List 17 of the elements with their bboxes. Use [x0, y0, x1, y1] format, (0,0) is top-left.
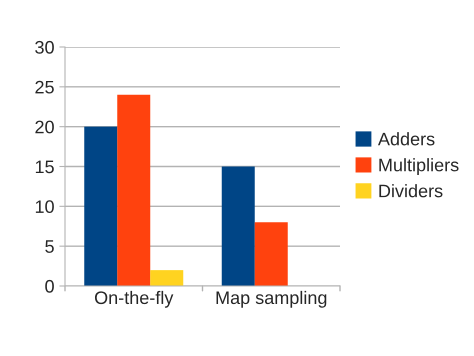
- x-tick-label: Map sampling: [216, 290, 326, 308]
- bar: [254, 222, 288, 286]
- y-tick-label: 15: [36, 160, 54, 174]
- x-tick-label: On-the-fly: [94, 290, 174, 308]
- y-tick-label: 10: [36, 200, 54, 214]
- y-tick-label: 20: [35, 120, 54, 134]
- bar: [117, 94, 150, 286]
- legend-label: Multipliers: [379, 158, 459, 175]
- bar: [84, 126, 118, 286]
- bar: [150, 270, 184, 286]
- y-tick-label: 5: [45, 240, 54, 253]
- y-tick-label: 0: [45, 280, 54, 293]
- legend-label: Dividers: [379, 184, 442, 198]
- bar: [222, 166, 255, 286]
- y-tick-label: 30: [35, 40, 54, 54]
- y-tick-label: 25: [35, 80, 54, 94]
- legend-label: Adders: [378, 132, 434, 146]
